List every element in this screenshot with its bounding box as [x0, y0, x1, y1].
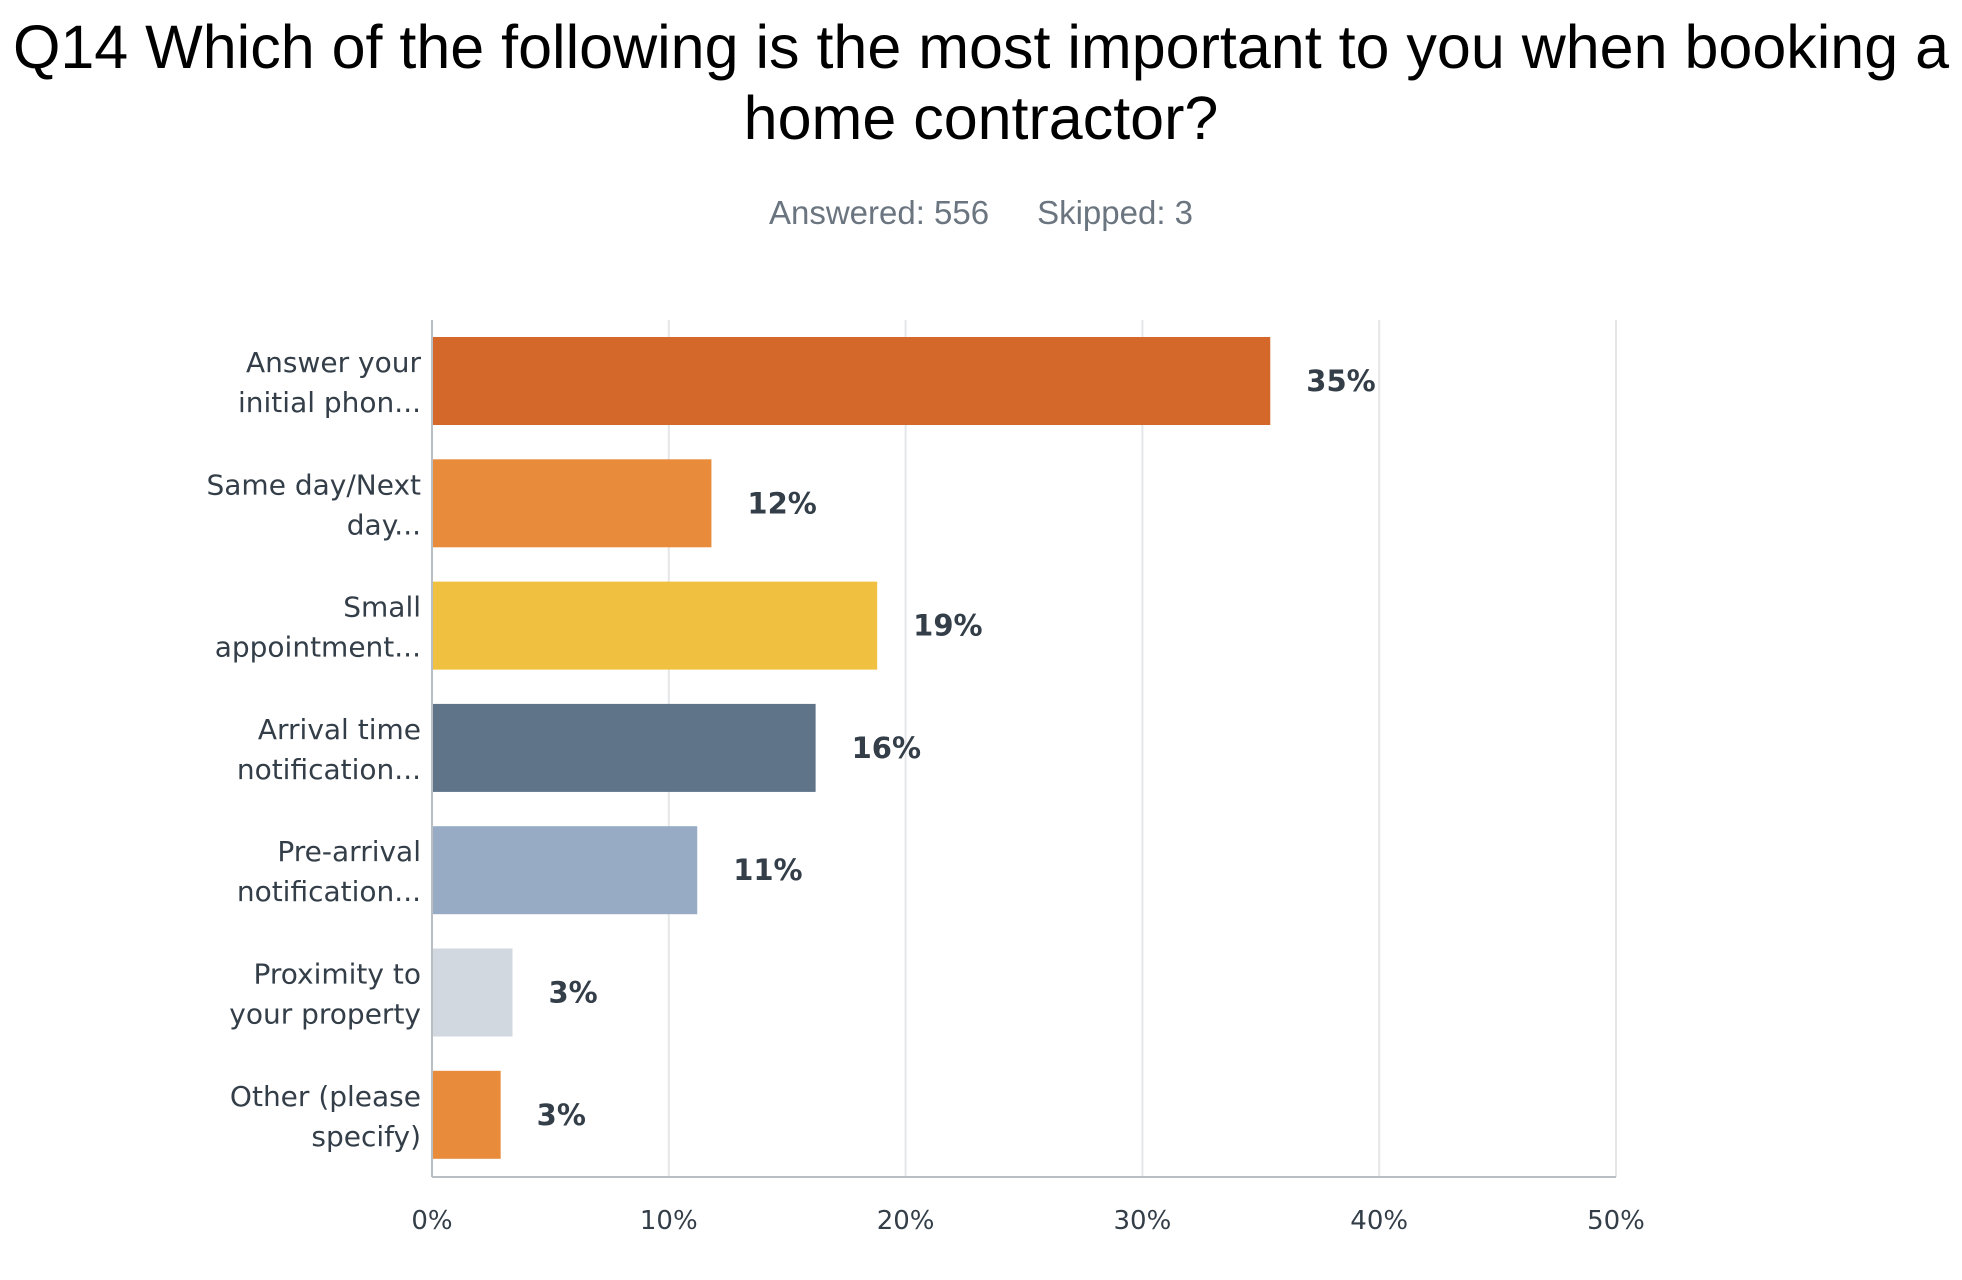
data-label: 19%: [913, 609, 982, 643]
category-label: Arrival time: [258, 713, 421, 746]
chart-title: Q14 Which of the following is the most i…: [12, 13, 1950, 152]
category-label: notification...: [237, 753, 421, 786]
category-label: Other (please: [230, 1080, 421, 1113]
x-tick-label: 30%: [1114, 1206, 1172, 1236]
axes: [431, 320, 1616, 1178]
category-label: notification...: [237, 875, 421, 908]
bar: [432, 826, 698, 915]
bar: [432, 581, 878, 670]
bar: [432, 1070, 501, 1159]
category-label: appointment...: [215, 631, 421, 664]
x-tick-label: 20%: [877, 1206, 935, 1236]
category-label: initial phon...: [238, 386, 421, 419]
category-label: your property: [229, 998, 421, 1031]
data-label: 16%: [852, 731, 921, 765]
category-label: Proximity to: [253, 958, 421, 991]
x-tick-label: 0%: [411, 1206, 452, 1236]
data-label: 3%: [549, 976, 598, 1010]
bar: [432, 948, 513, 1037]
data-label: 12%: [747, 486, 816, 520]
skipped-count: Skipped: 3: [1037, 194, 1194, 231]
category-label: specify): [311, 1120, 421, 1153]
category-label: Pre-arrival: [277, 835, 421, 868]
x-tick-label: 10%: [640, 1206, 698, 1236]
x-tick-label: 40%: [1350, 1206, 1408, 1236]
bars: [432, 337, 1271, 1159]
bar: [432, 459, 712, 548]
data-label: 11%: [733, 853, 802, 887]
response-stats: Answered: 556 Skipped: 3: [0, 194, 1962, 232]
data-label: 3%: [537, 1098, 586, 1132]
answered-count: Answered: 556: [768, 194, 990, 231]
category-label: Answer your: [246, 346, 421, 379]
category-label: day...: [347, 508, 421, 541]
labels: 0% 10% 20% 30% 40% 50% 35% Answer your initial p…: [207, 346, 1645, 1236]
category-label: Same day/Next: [207, 468, 422, 501]
bar: [432, 703, 816, 792]
x-tick-label: 50%: [1587, 1206, 1645, 1236]
data-label: 35%: [1306, 364, 1375, 398]
bar: [432, 337, 1271, 425]
category-label: Small: [343, 591, 421, 624]
